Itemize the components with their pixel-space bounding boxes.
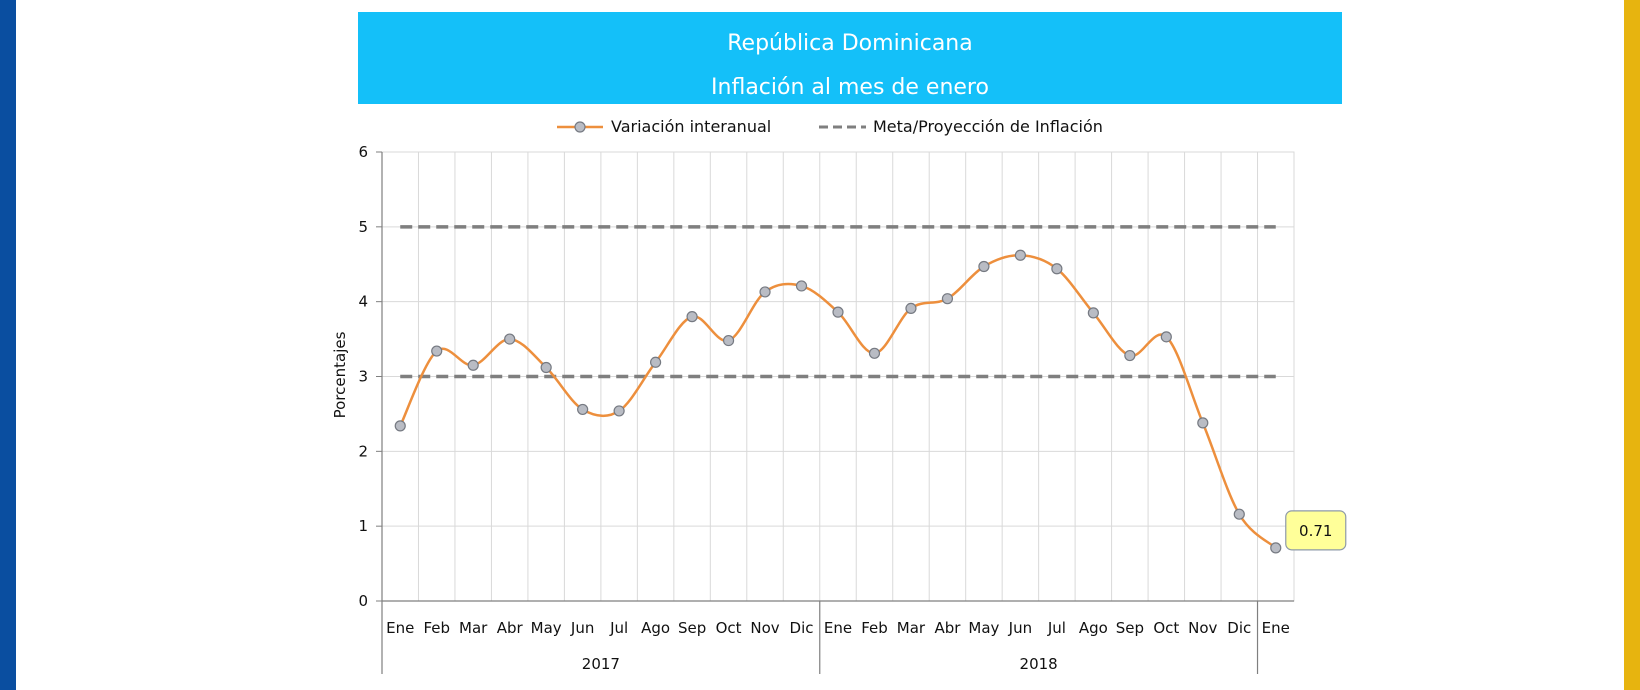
target-lines — [400, 225, 1276, 379]
x-tick-label: Feb — [861, 619, 888, 637]
left-accent-bar — [0, 0, 16, 690]
data-callout-label: 0.71 — [1299, 522, 1332, 540]
data-point-marker — [613, 405, 625, 417]
y-axis-label: Porcentajes — [331, 331, 349, 418]
y-tick-label: 1 — [358, 517, 368, 535]
x-tick-label: May — [531, 619, 562, 637]
y-tick-label: 6 — [358, 143, 368, 161]
x-tick-label: Ene — [824, 619, 852, 637]
data-point-marker — [795, 280, 808, 292]
data-point-marker — [832, 306, 844, 318]
data-point-marker — [1270, 542, 1282, 554]
x-tick-label: Jul — [609, 619, 628, 637]
right-accent-bar — [1624, 0, 1640, 690]
x-tick-label: Ene — [1262, 619, 1290, 637]
x-tick-label: Sep — [678, 619, 706, 637]
x-tick-label: Mar — [897, 619, 926, 637]
x-tick-label: Mar — [459, 619, 488, 637]
series-line-variacion-interanual — [399, 254, 1277, 549]
x-tick-label: Sep — [1116, 619, 1144, 637]
data-point-marker — [1014, 249, 1027, 261]
chart-title-banner: República Dominicana Inflación al mes de… — [358, 12, 1342, 104]
data-point-marker — [1160, 331, 1172, 343]
chart-legend: Variación interanual Meta/Proyección de … — [557, 117, 1103, 136]
y-tick-label: 3 — [358, 368, 368, 386]
data-point-marker — [941, 293, 954, 305]
chart-axes: 0 1 2 3 4 5 6 Ene Feb Mar Abr May Jun Jul Ago Sep Oct Nov… — [358, 143, 1294, 674]
data-point-marker — [1124, 349, 1136, 362]
x-tick-label: Jun — [570, 619, 594, 637]
x-tick-label: Ago — [1079, 619, 1108, 637]
x-year-label: 2018 — [1020, 655, 1058, 673]
x-year-label: 2017 — [582, 655, 620, 673]
x-tick-label: Abr — [497, 619, 524, 637]
data-point-marker — [649, 356, 662, 368]
legend-series-marker-swatch — [574, 121, 586, 133]
x-tick-label: Oct — [716, 619, 742, 637]
x-tick-label: Ene — [386, 619, 414, 637]
y-tick-label: 0 — [358, 592, 368, 610]
x-tick-label: Oct — [1153, 619, 1179, 637]
data-point-marker — [431, 345, 443, 357]
legend-target-label: Meta/Proyección de Inflación — [873, 117, 1103, 136]
x-tick-label: Nov — [750, 619, 779, 637]
legend-series-label: Variación interanual — [611, 117, 771, 136]
y-tick-label: 5 — [358, 218, 368, 236]
series-layer: 0.71 — [394, 249, 1347, 554]
chart-subtitle: Inflación al mes de enero — [711, 75, 989, 100]
x-tick-label: Dic — [1227, 619, 1251, 637]
x-tick-label: Abr — [934, 619, 961, 637]
data-callout-box — [1285, 510, 1347, 551]
data-point-marker — [905, 302, 917, 315]
data-point-marker — [686, 311, 698, 323]
x-tick-label: Feb — [423, 619, 450, 637]
data-point-marker — [540, 361, 552, 374]
x-tick-label: Ago — [641, 619, 670, 637]
x-tick-label: Nov — [1188, 619, 1217, 637]
data-point-marker — [467, 359, 479, 371]
data-point-marker — [1051, 263, 1063, 275]
data-point-marker — [1233, 508, 1245, 520]
data-point-marker — [759, 286, 771, 298]
x-tick-label: Jul — [1047, 619, 1066, 637]
data-point-marker — [978, 260, 990, 273]
y-tick-label: 2 — [358, 442, 368, 460]
data-point-marker — [868, 347, 881, 359]
x-tick-label: Jun — [1008, 619, 1032, 637]
data-point-marker — [504, 333, 516, 345]
x-tick-label: May — [968, 619, 999, 637]
data-point-marker — [1197, 417, 1209, 429]
data-point-marker — [722, 334, 735, 347]
x-tick-label: Dic — [790, 619, 814, 637]
data-point-marker — [1087, 307, 1099, 319]
y-tick-label: 4 — [358, 293, 368, 311]
chart-title: República Dominicana — [727, 31, 973, 56]
data-point-marker — [394, 420, 406, 432]
data-point-marker — [577, 403, 589, 416]
